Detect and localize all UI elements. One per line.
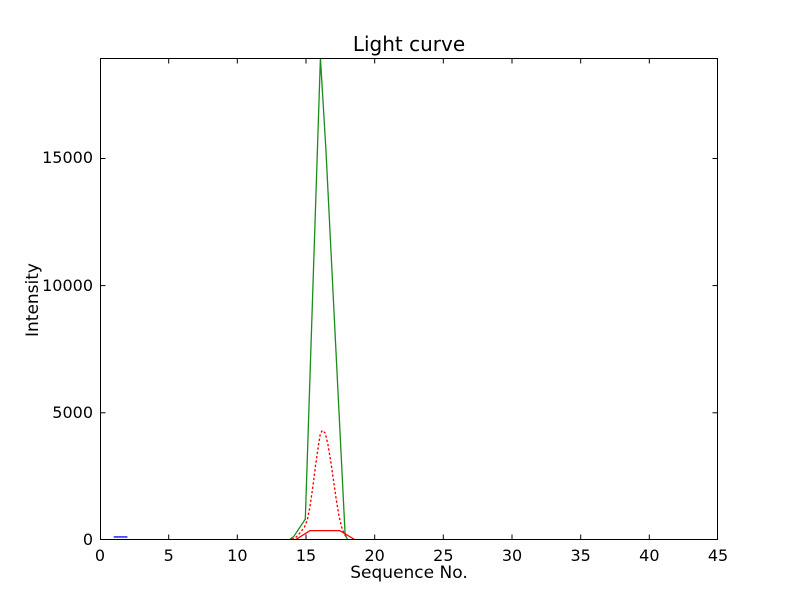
y-tick-label: 15000 <box>42 148 93 168</box>
x-tick-label: 10 <box>227 546 248 565</box>
x-tick-label: 45 <box>707 546 729 565</box>
x-tick-label: 25 <box>433 546 454 565</box>
x-tick-label: 35 <box>570 546 591 565</box>
series-background-red-solid <box>100 529 718 540</box>
x-tick-label: 40 <box>639 546 660 565</box>
y-tick-label: 10000 <box>42 275 93 295</box>
y-axis-label: Intensity <box>23 263 43 337</box>
x-tick-label: 15 <box>295 546 317 565</box>
series-intensity-green-solid <box>100 58 718 540</box>
y-tick-label: 0 <box>82 530 93 549</box>
y-tick-label: 5000 <box>52 402 93 422</box>
x-tick-label: 30 <box>501 546 523 565</box>
x-tick-label: 20 <box>364 546 385 565</box>
series-fit-red-dotted <box>291 429 348 540</box>
plot-area <box>100 58 718 540</box>
x-tick-label: 5 <box>163 546 174 565</box>
x-axis-label: Sequence No. <box>350 563 468 583</box>
chart-title: Light curve <box>352 32 466 56</box>
x-tick-label: 0 <box>94 546 106 565</box>
plot-border <box>100 58 718 540</box>
